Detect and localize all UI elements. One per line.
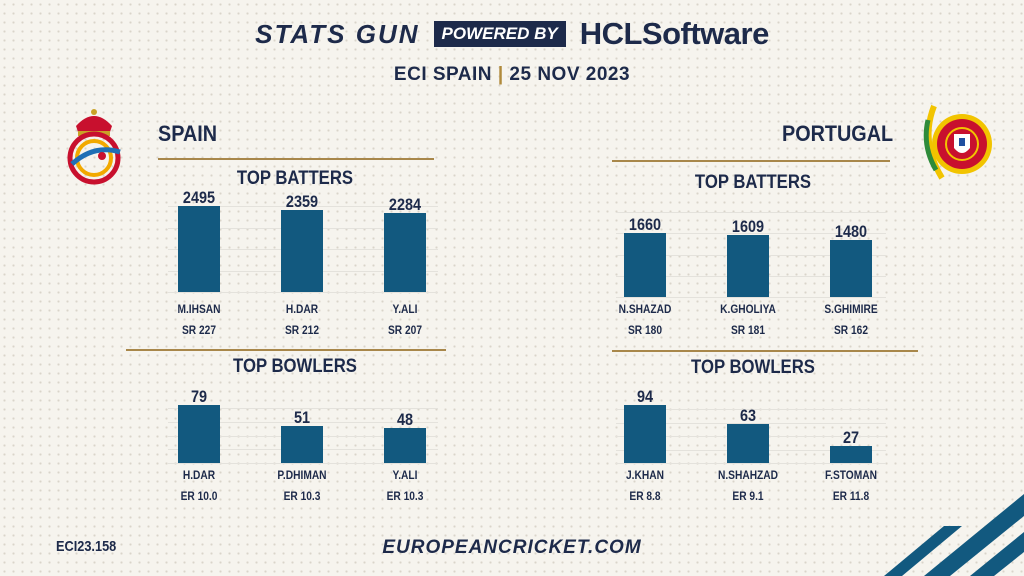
chart-portugal-top-batters: TOP BATTERS 1660 N.SHAZAD SR 180 1609 K.GHOL… [598, 168, 898, 348]
stat-label: SR 162 [833, 323, 869, 337]
chart-spain-top-batters: TOP BATTERS 2495 M.IHSAN SR 227 2359 H.DAR SR… [150, 164, 450, 344]
chart-title: TOP BATTERS [236, 168, 354, 189]
data-label: 63 [739, 406, 757, 425]
bar [830, 446, 872, 463]
gridline [168, 292, 438, 293]
portugal-crest-logo [923, 104, 992, 180]
divider-rule [126, 349, 446, 351]
data-label: 79 [190, 387, 208, 406]
subtitle-event: ECI SPAIN [393, 64, 493, 85]
gridline [616, 409, 886, 410]
stat-label: ER 10.3 [386, 489, 424, 503]
subtitle-date: 25 NOV 2023 [509, 64, 631, 85]
subtitle-separator: | [497, 64, 504, 85]
category-label: S.GHIMIRE [824, 302, 878, 316]
stat-label: SR 227 [181, 323, 217, 337]
data-label: 51 [293, 408, 311, 427]
stat-label: ER 9.1 [732, 489, 764, 503]
gridline [616, 297, 886, 298]
chart-title: TOP BATTERS [694, 172, 812, 193]
gridline [168, 206, 438, 207]
chart-spain-top-bowlers: TOP BOWLERS 79 H.DAR ER 10.0 51 P.DHIMAN ER 1… [150, 352, 450, 512]
gridline [168, 421, 438, 423]
bar [178, 405, 220, 463]
stat-label: ER 10.0 [180, 489, 218, 503]
chart-title: TOP BOWLERS [233, 356, 357, 377]
data-label: 2284 [388, 195, 422, 214]
category-label: F.STOMAN [825, 468, 877, 482]
data-label: 1480 [834, 222, 868, 241]
bar [178, 206, 220, 292]
category-label: P.DHIMAN [277, 468, 327, 482]
data-label: 48 [396, 410, 414, 429]
divider-rule [158, 158, 434, 160]
category-label: H.DAR [285, 302, 319, 316]
category-label: H.DAR [182, 468, 216, 482]
gridline [616, 212, 886, 213]
data-label: 27 [842, 428, 860, 447]
page-subtitle: ECI SPAIN | 25 NOV 2023 [0, 64, 1024, 86]
data-label: 1660 [628, 215, 662, 234]
bar [384, 428, 426, 463]
data-label: 2495 [182, 188, 216, 207]
gridline [616, 463, 886, 464]
spain-crest-logo [67, 109, 121, 185]
bar [281, 210, 323, 292]
footer-graphic-id: ECI23.158 [56, 538, 117, 555]
category-label: N.SHAHZAD [717, 468, 779, 482]
bar [624, 405, 666, 463]
stat-label: SR 207 [387, 323, 423, 337]
stat-label: SR 212 [284, 323, 320, 337]
bar [281, 426, 323, 463]
stat-label: ER 8.8 [629, 489, 661, 503]
category-label: Y.ALI [392, 468, 418, 482]
bar [830, 240, 872, 297]
category-label: J.KHAN [626, 468, 664, 482]
category-label: K.GHOLIYA [720, 302, 776, 316]
category-label: Y.ALI [392, 302, 418, 316]
stat-label: SR 181 [730, 323, 766, 337]
gridline [168, 408, 438, 409]
divider-rule [612, 160, 890, 162]
team-name-portugal: PORTUGAL [782, 121, 894, 146]
stat-label: ER 10.3 [283, 489, 321, 503]
bar [624, 233, 666, 297]
bar [727, 424, 769, 463]
category-label: M.IHSAN [177, 302, 221, 316]
team-name-spain: SPAIN [158, 121, 218, 146]
brand-title: STATS GUN [255, 18, 420, 49]
category-label: N.SHAZAD [618, 302, 672, 316]
data-label: 1609 [731, 217, 765, 236]
data-label: 2359 [285, 192, 319, 211]
stat-label: SR 180 [627, 323, 663, 337]
data-label: 94 [636, 387, 654, 406]
gridline [168, 463, 438, 464]
header-brand: STATS GUN POWERED BY HCLSoftware [0, 14, 1024, 54]
gridline [616, 422, 886, 424]
stat-label: ER 11.8 [832, 489, 870, 503]
bar [384, 213, 426, 292]
chart-title: TOP BOWLERS [691, 357, 815, 378]
bar [727, 235, 769, 297]
footer-website-link[interactable]: EUROPEANCRICKET.COM [382, 537, 642, 558]
corner-stripes-decoration [884, 494, 1024, 576]
sponsor-logo: HCLSoftware [579, 16, 770, 51]
divider-rule [612, 350, 918, 352]
chart-portugal-top-bowlers: TOP BOWLERS 94 J.KHAN ER 8.8 63 N.SHAHZAD ER … [598, 353, 898, 513]
powered-by-badge: POWERED BY [433, 21, 566, 47]
gridline [616, 233, 886, 235]
